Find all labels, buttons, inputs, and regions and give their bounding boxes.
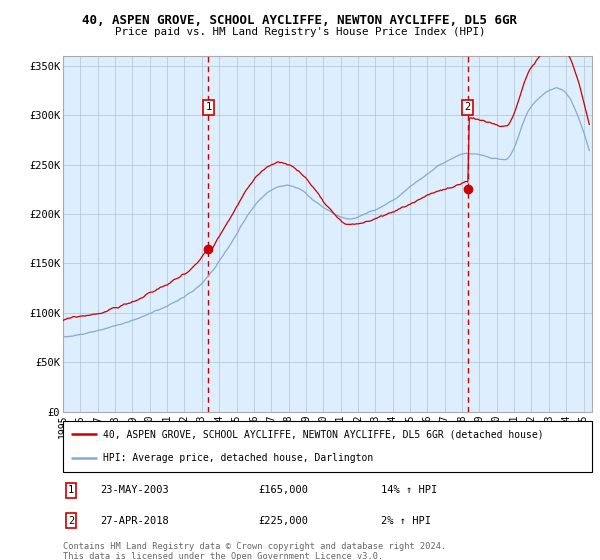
Text: Price paid vs. HM Land Registry's House Price Index (HPI): Price paid vs. HM Land Registry's House … [115, 27, 485, 37]
FancyBboxPatch shape [63, 421, 592, 472]
Text: Contains HM Land Registry data © Crown copyright and database right 2024.
This d: Contains HM Land Registry data © Crown c… [63, 542, 446, 560]
Text: 2: 2 [68, 516, 74, 526]
Text: 27-APR-2018: 27-APR-2018 [100, 516, 169, 526]
Text: £165,000: £165,000 [259, 486, 309, 496]
Text: HPI: Average price, detached house, Darlington: HPI: Average price, detached house, Darl… [103, 453, 373, 463]
Text: £225,000: £225,000 [259, 516, 309, 526]
Text: 14% ↑ HPI: 14% ↑ HPI [380, 486, 437, 496]
Text: 40, ASPEN GROVE, SCHOOL AYCLIFFE, NEWTON AYCLIFFE, DL5 6GR (detached house): 40, ASPEN GROVE, SCHOOL AYCLIFFE, NEWTON… [103, 430, 544, 440]
Text: 1: 1 [68, 486, 74, 496]
Text: 1: 1 [205, 102, 212, 113]
Text: 40, ASPEN GROVE, SCHOOL AYCLIFFE, NEWTON AYCLIFFE, DL5 6GR: 40, ASPEN GROVE, SCHOOL AYCLIFFE, NEWTON… [83, 14, 517, 27]
Text: 2: 2 [464, 102, 471, 113]
Text: 2% ↑ HPI: 2% ↑ HPI [380, 516, 431, 526]
Text: 23-MAY-2003: 23-MAY-2003 [100, 486, 169, 496]
